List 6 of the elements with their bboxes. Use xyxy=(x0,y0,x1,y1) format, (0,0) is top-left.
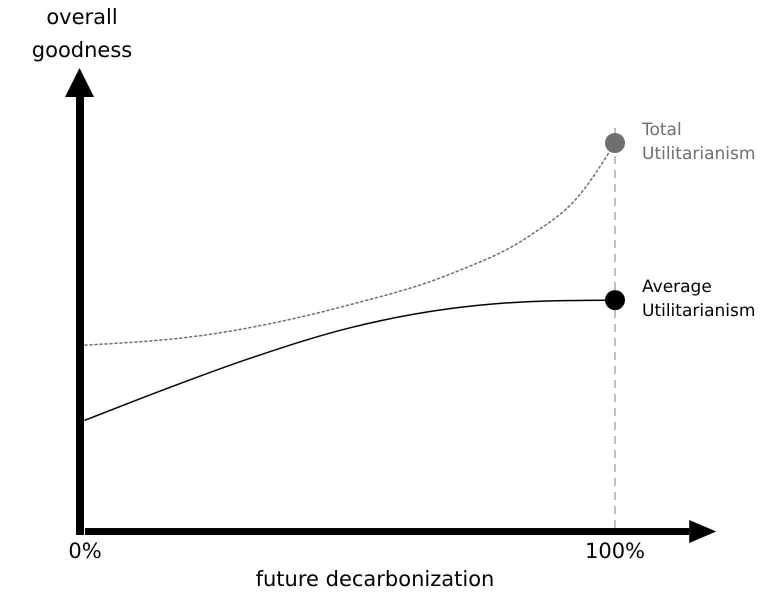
x-axis-title: future decarbonization xyxy=(256,567,494,591)
series-label: Average Utilitarianism xyxy=(642,277,756,322)
x-tick-label: 100% xyxy=(584,539,646,563)
x-tick-label: 0% xyxy=(68,539,102,563)
series-label: Total Utilitarianism xyxy=(641,120,756,164)
y-axis-title: overall goodness xyxy=(32,5,132,62)
